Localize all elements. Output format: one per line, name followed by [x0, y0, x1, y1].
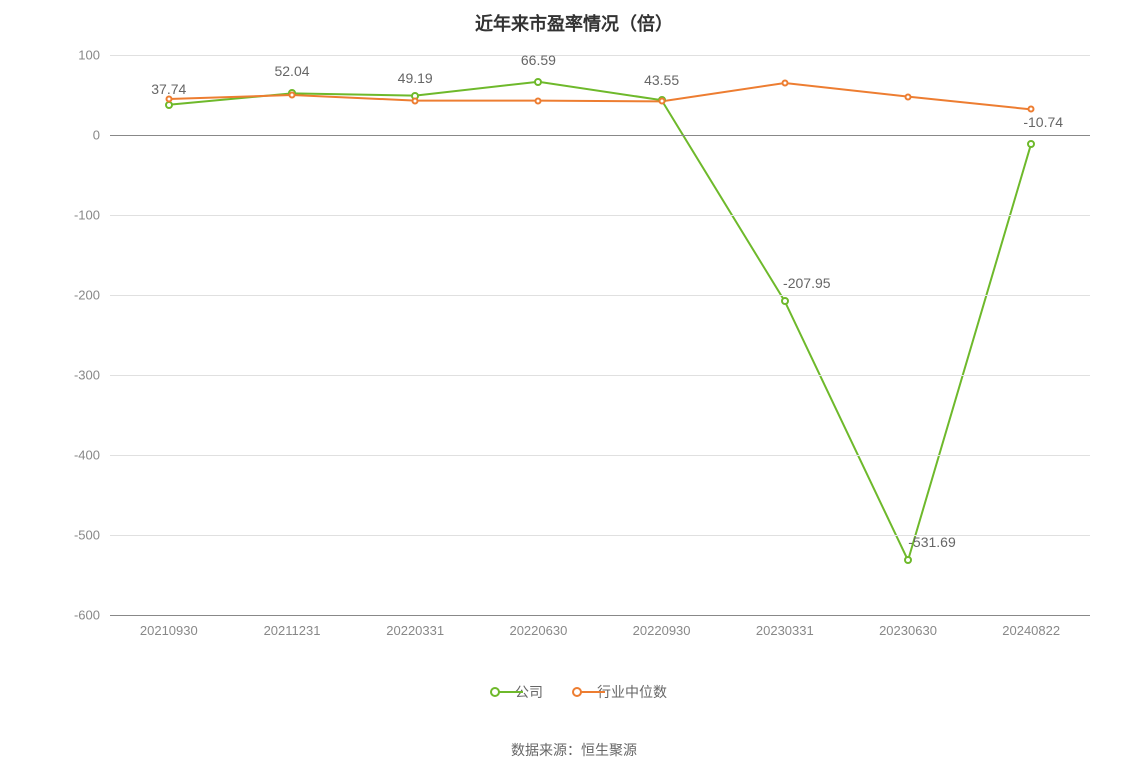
gridline — [110, 375, 1090, 376]
legend-swatch — [563, 686, 591, 698]
y-tick-label: -600 — [74, 608, 100, 623]
data-point-label: -207.95 — [783, 275, 830, 291]
x-tick-label: 20230630 — [879, 623, 937, 638]
x-tick-label: 20210930 — [140, 623, 198, 638]
y-tick-label: 100 — [78, 48, 100, 63]
y-tick-label: -400 — [74, 448, 100, 463]
series-marker — [1027, 140, 1035, 148]
series-marker — [781, 80, 788, 87]
series-marker — [412, 97, 419, 104]
x-tick-label: 20230331 — [756, 623, 814, 638]
series-marker — [534, 78, 542, 86]
data-point-label: 52.04 — [274, 63, 309, 79]
legend-item: 公司 — [481, 682, 543, 702]
gridline — [110, 215, 1090, 216]
series-marker — [1028, 106, 1035, 113]
y-tick-label: -500 — [74, 528, 100, 543]
x-tick-label: 20220930 — [633, 623, 691, 638]
data-point-label: 43.55 — [644, 72, 679, 88]
series-line-0 — [169, 82, 1031, 561]
chart-legend: 公司 行业中位数 — [0, 682, 1148, 702]
data-source-label: 数据来源：恒生聚源 — [0, 740, 1148, 760]
x-tick-label: 20220331 — [386, 623, 444, 638]
data-point-label: -531.69 — [908, 534, 955, 550]
x-tick-label: 20220630 — [509, 623, 567, 638]
legend-label: 行业中位数 — [597, 682, 667, 702]
x-tick-label: 20211231 — [264, 623, 321, 638]
x-tick-label: 20240822 — [1002, 623, 1060, 638]
series-marker — [904, 556, 912, 564]
data-point-label: 49.19 — [398, 70, 433, 86]
legend-swatch — [481, 686, 509, 698]
y-tick-label: 0 — [93, 128, 100, 143]
data-point-label: 37.74 — [151, 81, 186, 97]
chart-lines-svg — [110, 55, 1090, 615]
y-tick-label: -300 — [74, 368, 100, 383]
series-marker — [658, 98, 665, 105]
data-point-label: 66.59 — [521, 52, 556, 68]
chart-title: 近年来市盈率情况（倍） — [0, 10, 1148, 36]
x-axis-line — [110, 615, 1090, 616]
series-marker — [535, 97, 542, 104]
y-tick-label: -200 — [74, 288, 100, 303]
zero-axis-line — [110, 135, 1090, 136]
plot-area: 1000-100-200-300-400-500-600202109302021… — [110, 55, 1090, 615]
legend-item: 行业中位数 — [563, 682, 667, 702]
pe-ratio-chart: 近年来市盈率情况（倍） 1000-100-200-300-400-500-600… — [0, 0, 1148, 776]
series-line-1 — [169, 83, 1031, 109]
gridline — [110, 55, 1090, 56]
series-marker — [781, 297, 789, 305]
series-marker — [905, 93, 912, 100]
y-tick-label: -100 — [74, 208, 100, 223]
series-marker — [165, 96, 172, 103]
gridline — [110, 295, 1090, 296]
data-point-label: -10.74 — [1023, 114, 1063, 130]
series-marker — [289, 92, 296, 99]
gridline — [110, 455, 1090, 456]
